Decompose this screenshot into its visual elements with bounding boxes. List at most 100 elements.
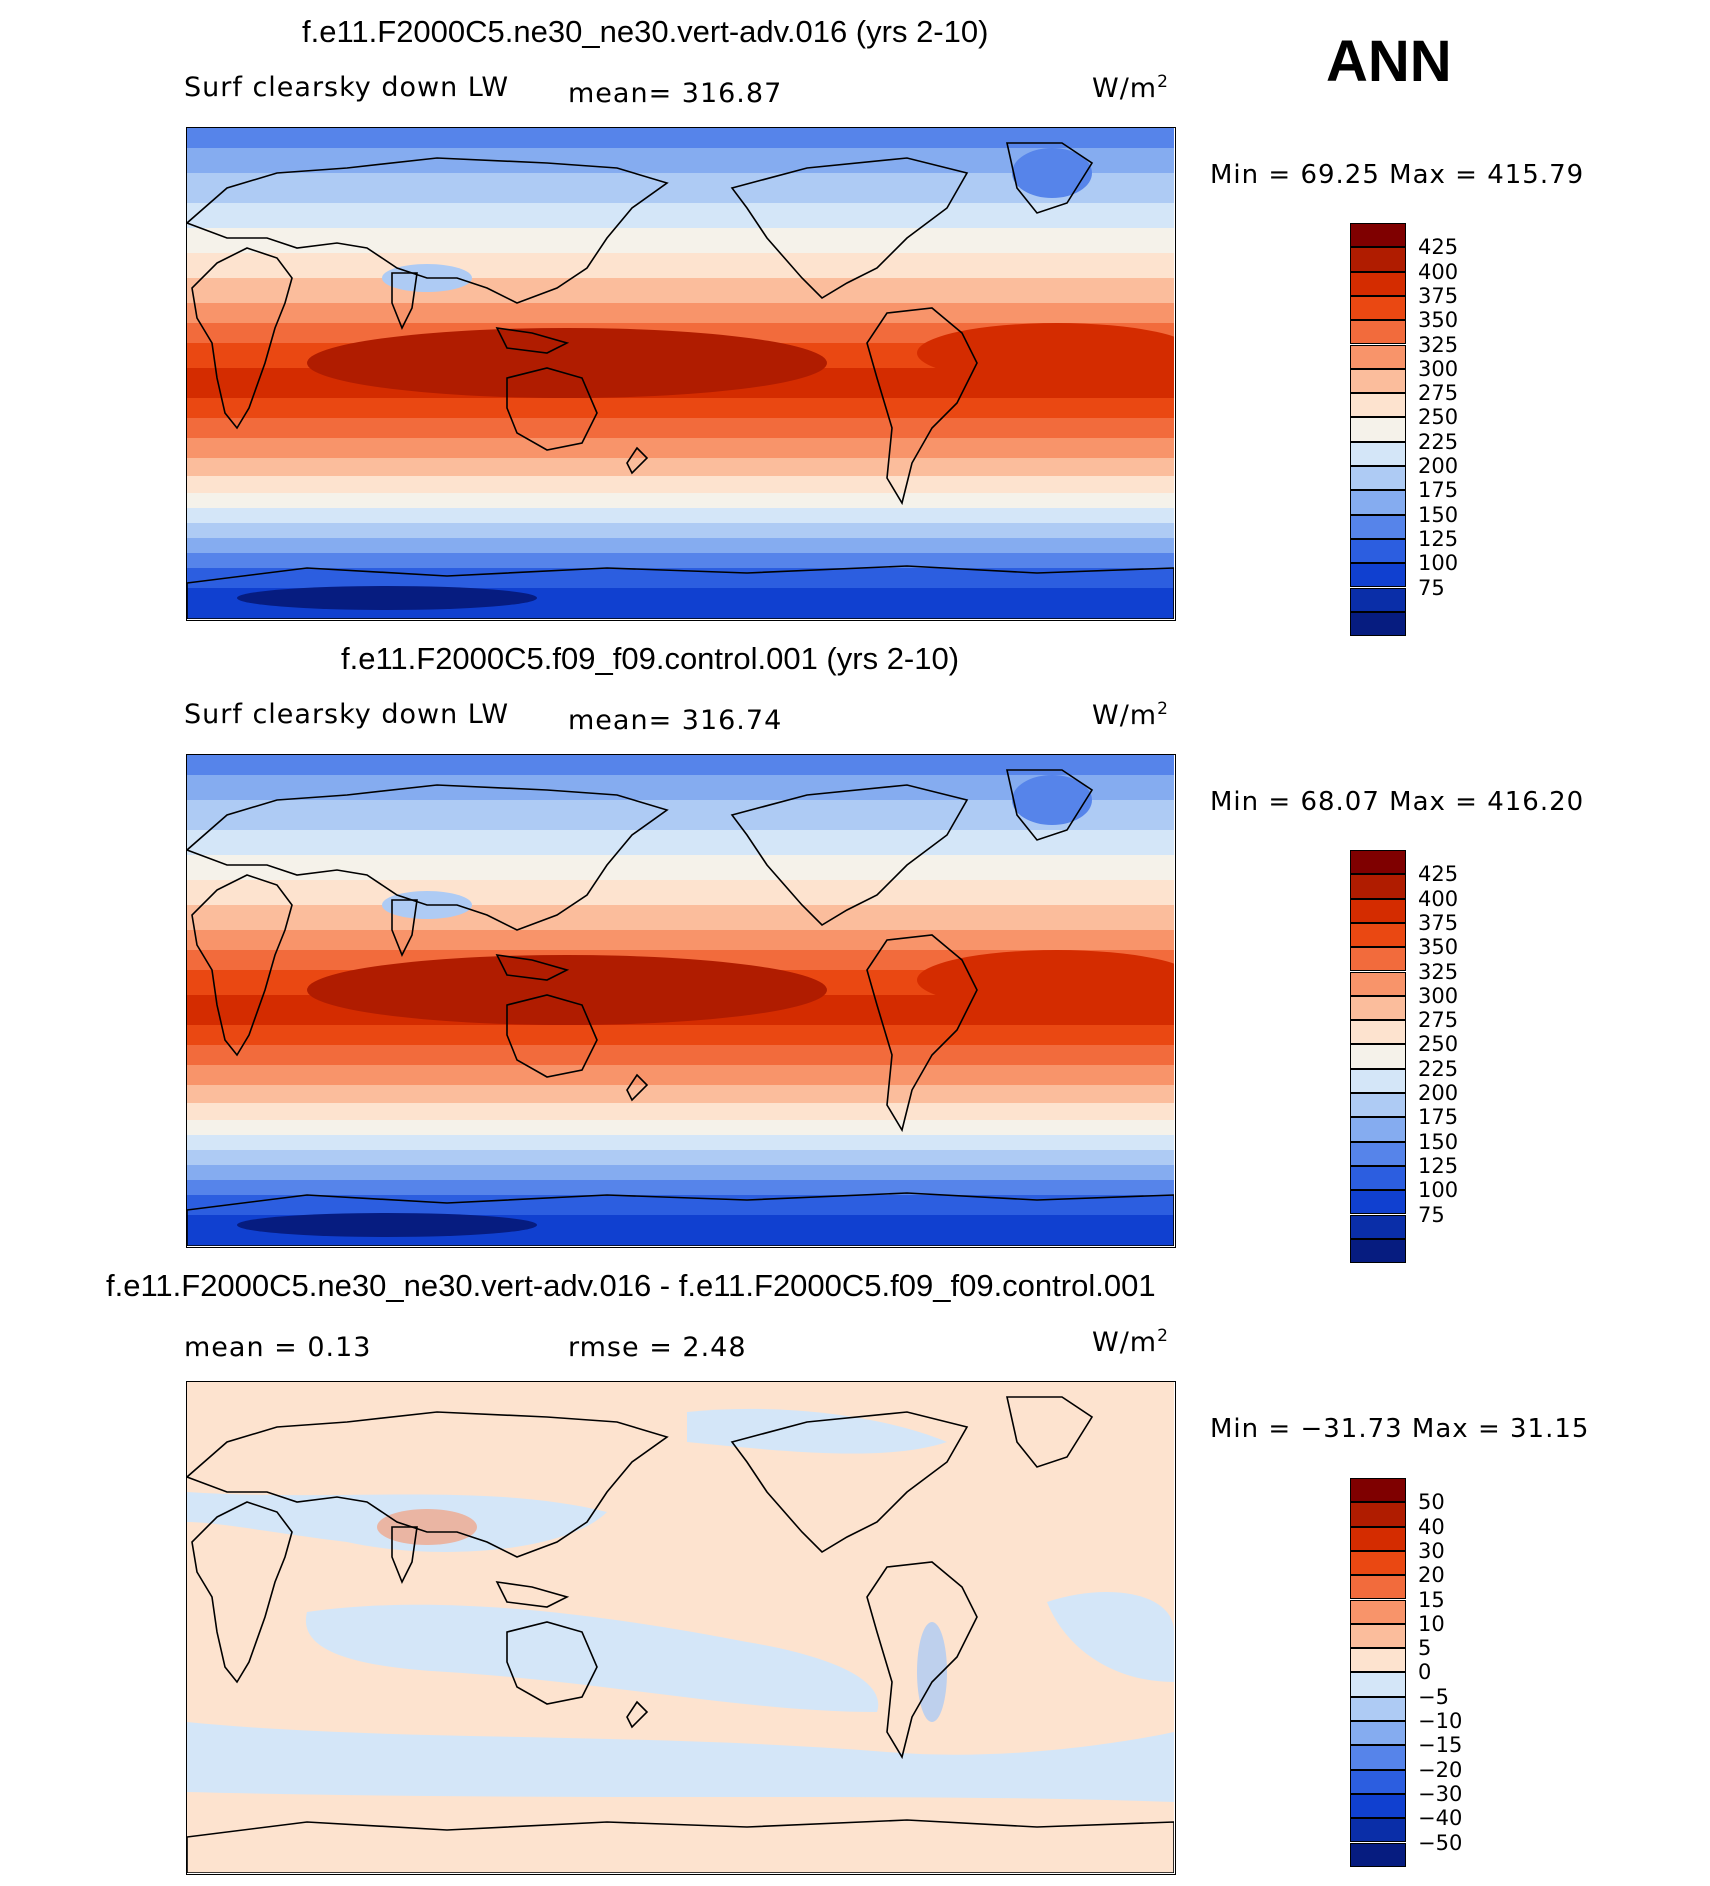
colorbar-tick-label: 375: [1418, 283, 1459, 308]
colorbar-tick-label: 150: [1418, 1129, 1459, 1154]
colorbar-swatch: [1350, 1745, 1406, 1770]
colorbar-tick-label: −20: [1418, 1757, 1463, 1782]
colorbar-tick-label: 400: [1418, 886, 1459, 911]
panel-3-map-field: [187, 1382, 1174, 1873]
colorbar-tick-label: −50: [1418, 1830, 1463, 1855]
panel-3-map: [186, 1381, 1176, 1875]
panel-3-units: W/m2: [1092, 1326, 1169, 1358]
colorbar-tick-label: 20: [1418, 1563, 1445, 1588]
units-exponent: 2: [1157, 1326, 1169, 1346]
colorbar-tick-label: 375: [1418, 910, 1459, 935]
colorbar-swatch: [1350, 1478, 1406, 1503]
colorbar-tick-label: 30: [1418, 1538, 1445, 1563]
colorbar-tick-label: 40: [1418, 1514, 1445, 1539]
colorbar-swatch: [1350, 1044, 1406, 1069]
panel-1-map-field: [187, 128, 1174, 619]
colorbar-swatch: [1350, 1093, 1406, 1118]
colorbar-tick-label: 325: [1418, 959, 1459, 984]
colorbar-tick-label: −15: [1418, 1733, 1463, 1758]
colorbar-swatch: [1350, 1623, 1406, 1649]
colorbar-tick-label: 100: [1418, 551, 1459, 576]
colorbar-swatch: [1350, 1793, 1406, 1819]
colorbar-tick-label: 175: [1418, 478, 1459, 503]
panel-1-minmax: Min = 69.25 Max = 415.79: [1210, 160, 1585, 190]
colorbar-tick-label: 15: [1418, 1587, 1445, 1612]
colorbar-tick-label: 250: [1418, 1032, 1459, 1057]
colorbar-swatch: [1350, 850, 1406, 875]
colorbar-tick-label: 300: [1418, 356, 1459, 381]
panel-1-variable: Surf clearsky down LW: [184, 72, 510, 103]
panel-3-minmax: Min = −31.73 Max = 31.15: [1210, 1414, 1590, 1444]
colorbar-swatch: [1350, 1238, 1406, 1264]
colorbar-swatch: [1350, 1068, 1406, 1093]
colorbar-tick-label: 425: [1418, 862, 1459, 887]
colorbar-tick-label: 200: [1418, 1081, 1459, 1105]
panel-2-units: W/m2: [1092, 699, 1169, 731]
units-base: W/m: [1092, 73, 1158, 104]
colorbar-swatch: [1350, 441, 1406, 466]
colorbar-swatch: [1350, 563, 1406, 588]
colorbar-swatch: [1350, 417, 1406, 442]
colorbar-swatch: [1350, 1818, 1406, 1843]
colorbar-tick-label: 150: [1418, 502, 1459, 527]
colorbar-tick-label: −10: [1418, 1709, 1463, 1733]
colorbar-tick-label: −40: [1418, 1806, 1463, 1831]
colorbar-swatch: [1350, 1190, 1406, 1215]
colorbar-swatch: [1350, 1020, 1406, 1045]
units-base: W/m: [1092, 700, 1158, 731]
colorbar-swatch: [1350, 466, 1406, 491]
colorbar-swatch: [1350, 490, 1406, 515]
panel-1-title: f.e11.F2000C5.ne30_ne30.vert-adv.016 (yr…: [302, 14, 989, 49]
colorbar-tick-label: 50: [1418, 1490, 1445, 1515]
colorbar-swatch: [1350, 971, 1406, 996]
colorbar-tick-label: 10: [1418, 1611, 1445, 1636]
colorbar-swatch: [1350, 514, 1406, 539]
colorbar-tick-label: 275: [1418, 381, 1459, 406]
colorbar-tick-label: −5: [1418, 1684, 1449, 1709]
colorbar-tick-label: 225: [1418, 1056, 1459, 1081]
colorbar-swatch: [1350, 1575, 1406, 1600]
colorbar-tick-label: 300: [1418, 983, 1459, 1008]
colorbar-swatch: [1350, 393, 1406, 418]
colorbar-tick-label: 425: [1418, 235, 1459, 260]
colorbar-swatch: [1350, 271, 1406, 296]
units-exponent: 2: [1157, 72, 1169, 92]
colorbar-swatch: [1350, 1141, 1406, 1166]
panel-2-minmax: Min = 68.07 Max = 416.20: [1210, 787, 1585, 817]
colorbar-tick-label: 125: [1418, 526, 1459, 551]
colorbar-tick-label: 5: [1418, 1636, 1432, 1661]
colorbar-swatch: [1350, 368, 1406, 394]
season-label: ANN: [1326, 29, 1452, 94]
colorbar-swatch: [1350, 611, 1406, 637]
colorbar-swatch: [1350, 538, 1406, 564]
units-exponent: 2: [1157, 699, 1169, 719]
colorbar-swatch: [1350, 295, 1406, 321]
colorbar-swatch: [1350, 898, 1406, 923]
colorbar-tick-label: 275: [1418, 1008, 1459, 1033]
colorbar-tick-label: 75: [1418, 575, 1445, 600]
panel-2-title: f.e11.F2000C5.f09_f09.control.001 (yrs 2…: [341, 641, 960, 676]
colorbar-swatch: [1350, 1648, 1406, 1673]
panel-2-map-field: [187, 755, 1174, 1246]
colorbar-tick-label: 350: [1418, 308, 1459, 333]
colorbar-swatch: [1350, 1769, 1406, 1794]
colorbar-swatch: [1350, 947, 1406, 972]
colorbar-swatch: [1350, 1502, 1406, 1527]
colorbar-swatch: [1350, 587, 1406, 612]
colorbar-tick-label: 200: [1418, 454, 1459, 478]
panel-2-map: [186, 754, 1176, 1248]
panel-1-units: W/m2: [1092, 72, 1169, 104]
units-base: W/m: [1092, 1327, 1158, 1358]
colorbar-swatch: [1350, 1214, 1406, 1239]
colorbar-tick-label: −30: [1418, 1781, 1463, 1806]
panel-1-mean: mean= 316.87: [568, 78, 783, 109]
colorbar-swatch: [1350, 320, 1406, 345]
colorbar-tick-label: 100: [1418, 1178, 1459, 1203]
colorbar-swatch: [1350, 247, 1406, 272]
colorbar-swatch: [1350, 223, 1406, 248]
colorbar-swatch: [1350, 1117, 1406, 1142]
colorbar-swatch: [1350, 1672, 1406, 1697]
panel-3-mean: mean = 0.13: [184, 1332, 372, 1363]
colorbar-swatch: [1350, 1721, 1406, 1746]
colorbar-swatch: [1350, 1842, 1406, 1867]
